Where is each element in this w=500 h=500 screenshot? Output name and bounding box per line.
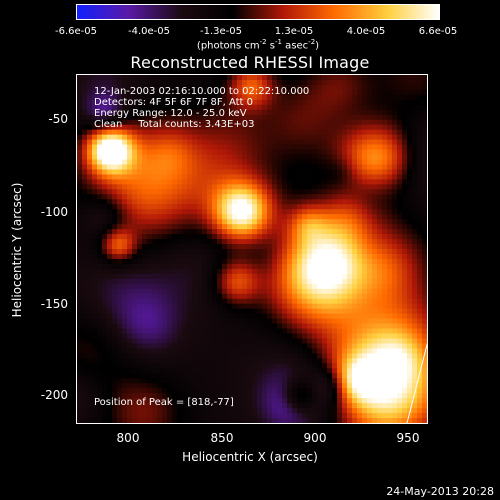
x-tick-label: 950: [396, 431, 420, 445]
image-title: Reconstructed RHESSI Image: [130, 53, 370, 72]
colorbar-tick-label: 6.6e-05: [418, 26, 458, 37]
time-range-label: 12-Jan-2003 02:16:10.000 to 02:22:10.000: [94, 86, 310, 97]
colorbar: [76, 4, 440, 20]
limb-line: [406, 342, 427, 423]
datestamp: 24-May-2013 20:28: [386, 485, 494, 498]
peak-position-label: Position of Peak = [818,-77]: [94, 397, 234, 408]
heatmap-image: [77, 75, 427, 423]
y-tick-label: -100: [40, 205, 68, 219]
y-tick-label: -150: [40, 297, 68, 311]
colorbar-tick-label: 1.3e-05: [274, 26, 314, 37]
colorbar-tick-label: -4.0e-05: [128, 26, 170, 37]
colorbar-tick-label: -6.6e-05: [55, 26, 97, 37]
detectors-label: Detectors: 4F 5F 6F 7F 8F, Att 0: [94, 97, 254, 108]
rhessi-image-plot: [76, 74, 428, 424]
y-tick-label: -200: [40, 388, 68, 402]
x-tick-label: 850: [210, 431, 234, 445]
y-tick-label: -50: [48, 112, 68, 126]
x-axis-title: Heliocentric X (arcsec): [182, 450, 318, 464]
x-tick-label: 900: [303, 431, 327, 445]
x-tick-label: 800: [116, 431, 140, 445]
y-axis-title: Heliocentric Y (arcsec): [10, 182, 24, 318]
colorbar-units-label: (photons cm-2 s-1 asec-2): [196, 38, 320, 52]
colorbar-tick-label: 4.0e-05: [346, 26, 386, 37]
energy-range-label: Energy Range: 12.0 - 25.0 keV: [94, 108, 247, 119]
clean-counts-label: Clean Total counts: 3.43E+03: [94, 119, 255, 130]
colorbar-tick-label: -1.3e-05: [200, 26, 242, 37]
